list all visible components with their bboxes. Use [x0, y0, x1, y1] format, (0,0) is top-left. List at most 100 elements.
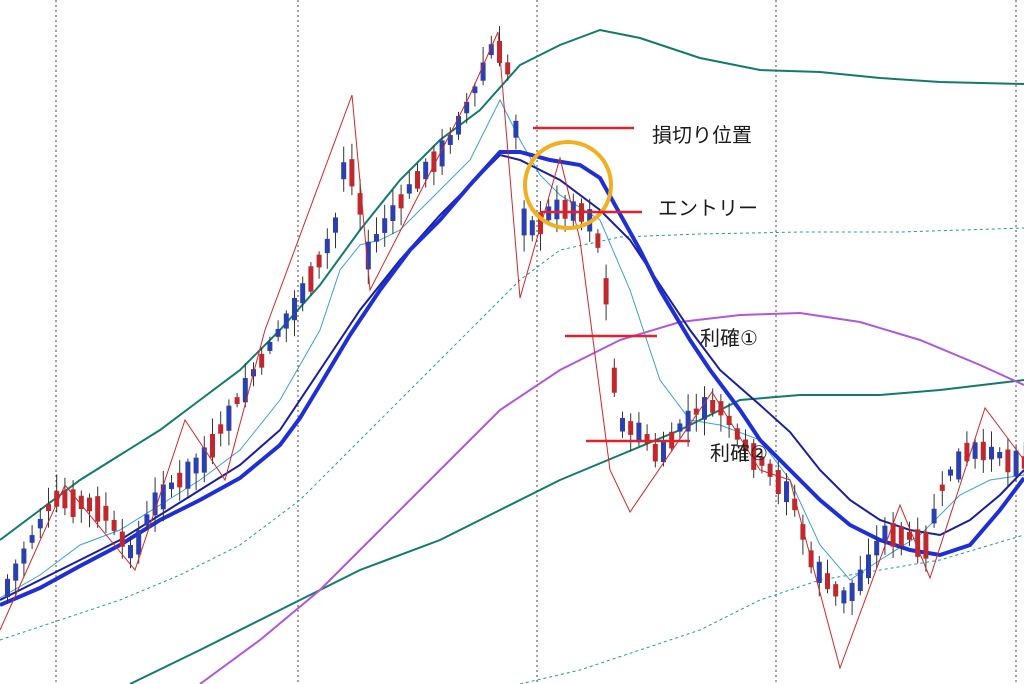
candle-up — [136, 530, 142, 555]
candle-down — [349, 159, 355, 187]
candle-up — [333, 217, 338, 233]
candle-up — [169, 482, 174, 490]
candle-down — [907, 531, 912, 540]
candle-up — [816, 561, 822, 584]
candle-down — [177, 472, 183, 488]
candle-up — [554, 199, 560, 220]
candle-up — [702, 397, 707, 420]
candle-up — [193, 457, 199, 474]
candle-down — [964, 442, 970, 462]
zigzag-indicator — [0, 31, 1024, 670]
candle-up — [841, 590, 847, 604]
candle-up — [13, 563, 19, 581]
candle-up — [447, 135, 453, 145]
candle-down — [54, 490, 60, 507]
candle-up — [267, 341, 273, 351]
take-profit-2-label: 利確② — [710, 441, 768, 465]
candle-down — [751, 443, 757, 470]
candle-down — [644, 434, 650, 444]
zigzag-line — [0, 31, 1024, 670]
candle-up — [948, 469, 953, 476]
candle-up — [956, 451, 962, 480]
candle-up — [152, 492, 158, 516]
candle-down — [119, 531, 125, 547]
candle-up — [849, 582, 855, 601]
candle-down — [70, 489, 76, 518]
candle-up — [5, 578, 10, 598]
band-dashed-lower-line — [519, 534, 1024, 684]
candle-up — [21, 548, 27, 564]
candle-down — [95, 496, 101, 522]
candle-down — [775, 470, 781, 495]
candle-down — [595, 233, 601, 248]
candle-down — [103, 505, 109, 521]
candle-up — [283, 313, 289, 329]
candle-up — [1013, 450, 1019, 477]
candle-down — [87, 497, 92, 512]
candle-down — [562, 199, 568, 219]
candle-up — [636, 422, 642, 443]
candlesticks — [5, 25, 1024, 615]
candle-down — [218, 424, 224, 434]
candle-down — [316, 254, 322, 268]
candle-down — [1005, 449, 1011, 473]
candle-up — [997, 451, 1003, 459]
candle-down — [234, 397, 240, 405]
candle-up — [480, 62, 486, 81]
candle-down — [693, 408, 699, 415]
candle-down — [825, 573, 830, 590]
candle-up — [29, 535, 35, 543]
moving-average-long-line — [199, 311, 1024, 684]
candle-down — [78, 495, 84, 509]
candle-up — [439, 140, 445, 167]
candle-down — [628, 421, 634, 435]
candle-up — [931, 508, 937, 524]
candle-down — [210, 434, 215, 458]
candle-down — [398, 194, 404, 209]
candle-up — [989, 446, 994, 460]
candle-up — [546, 206, 552, 221]
candle-up — [226, 405, 232, 431]
band-lower-line — [129, 379, 1024, 684]
candle-down — [898, 526, 904, 547]
candle-down — [718, 401, 724, 416]
candle-up — [37, 518, 43, 529]
candle-up — [300, 283, 306, 304]
candle-down — [603, 278, 609, 305]
candle-up — [144, 514, 150, 526]
candle-down — [431, 151, 437, 172]
candle-up — [406, 184, 412, 194]
candle-down — [652, 443, 658, 462]
candle-up — [456, 116, 461, 135]
candle-down — [357, 193, 363, 215]
candle-up — [472, 86, 478, 94]
candle-down — [1021, 456, 1024, 469]
candle-up — [201, 447, 207, 473]
candle-up — [866, 554, 871, 579]
candle-down — [759, 456, 765, 466]
candle-up — [292, 297, 297, 321]
chart-grid — [55, 0, 1017, 684]
candle-up — [365, 241, 371, 270]
candle-up — [685, 410, 691, 432]
candle-down — [111, 519, 117, 531]
trade-annotations: 損切り位置 エントリー 利確① 利確② — [523, 123, 768, 465]
moving-average-short-line — [0, 98, 1024, 599]
candle-up — [128, 545, 133, 559]
candle-down — [710, 399, 716, 413]
candle-up — [677, 423, 683, 432]
candle-up — [390, 205, 396, 221]
candle-down — [259, 353, 265, 368]
candle-up — [185, 461, 191, 489]
candle-down — [505, 62, 511, 75]
stop-loss-label: 損切り位置 — [652, 123, 752, 147]
candle-up — [882, 525, 888, 541]
candle-up — [784, 481, 789, 503]
band-dashed-upper-line — [0, 227, 1024, 641]
candle-up — [972, 442, 978, 459]
candle-up — [874, 540, 880, 556]
candle-down — [611, 367, 617, 393]
candle-up — [529, 220, 535, 236]
candle-down — [308, 266, 314, 292]
